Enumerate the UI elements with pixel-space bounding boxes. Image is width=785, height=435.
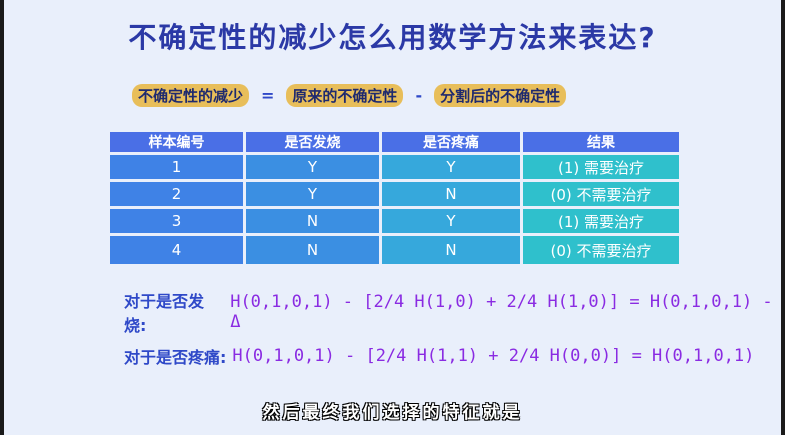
table-cell: N — [382, 182, 520, 206]
table-cell: Y — [246, 155, 379, 179]
table-cell: 3 — [110, 209, 243, 233]
table-cell: N — [246, 209, 379, 233]
equals-sign: = — [261, 86, 275, 105]
table-cell: 4 — [110, 236, 243, 264]
table-cell: N — [246, 236, 379, 264]
definition-equation: 不确定性的减少 = 原来的不确定性 - 分割后的不确定性 — [132, 84, 567, 107]
table-cell: 2 — [110, 182, 243, 206]
header-fever: 是否发烧 — [246, 132, 379, 152]
table-cell: (0) 不需要治疗 — [523, 182, 679, 206]
table-cell: 1 — [110, 155, 243, 179]
slide-title: 不确定性的减少怎么用数学方法来表达? — [128, 21, 657, 54]
minus-sign: - — [415, 86, 423, 105]
table-cell: (1) 需要治疗 — [523, 209, 679, 233]
formula-pain: 对于是否疼痛: H(0,1,0,1) - [2/4 H(1,1) + 2/4 H… — [124, 344, 754, 368]
header-pain: 是否疼痛 — [382, 132, 520, 152]
formula-label: 对于是否发烧: — [124, 292, 205, 335]
table-cell: Y — [382, 155, 520, 179]
subtitle-caption: 然后最终我们选择的特征就是 — [262, 403, 523, 423]
formula-expression: H(0,1,0,1) - [2/4 H(1,1) + 2/4 H(0,0)] =… — [232, 346, 755, 366]
header-result: 结果 — [523, 132, 679, 152]
original-uncertainty-term: 原来的不确定性 — [286, 84, 404, 107]
table-cell: N — [382, 236, 520, 264]
sample-table: 样本编号 是否发烧 是否疼痛 结果 1 Y Y (1) 需要治疗 2 Y N (… — [110, 132, 679, 264]
lhs-term: 不确定性的减少 — [132, 84, 250, 107]
table-cell: (0) 不需要治疗 — [523, 236, 679, 264]
formula-fever: 对于是否发烧: H(0,1,0,1) - [2/4 H(1,0) + 2/4 H… — [124, 288, 781, 336]
header-sample-id: 样本编号 — [110, 132, 243, 152]
slide: 不确定性的减少怎么用数学方法来表达? 不确定性的减少 = 原来的不确定性 - 分… — [4, 0, 781, 435]
table-cell: Y — [382, 209, 520, 233]
formula-label: 对于是否疼痛: — [124, 348, 227, 367]
formula-expression: H(0,1,0,1) - [2/4 H(1,0) + 2/4 H(1,0)] =… — [230, 292, 773, 332]
table-cell: Y — [246, 182, 379, 206]
table-cell: (1) 需要治疗 — [523, 155, 679, 179]
split-uncertainty-term: 分割后的不确定性 — [434, 84, 567, 107]
